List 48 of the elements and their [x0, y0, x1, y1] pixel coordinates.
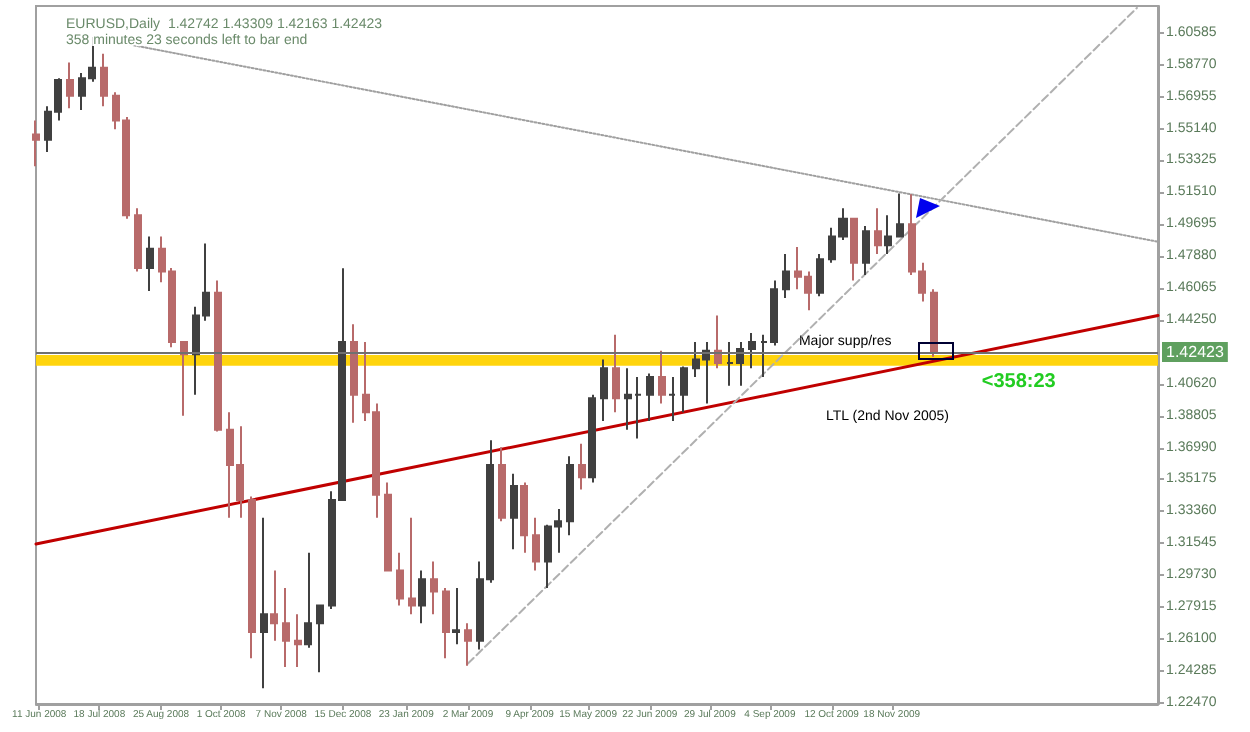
candlestick — [316, 604, 324, 674]
candlestick — [180, 340, 188, 417]
candlestick — [600, 358, 608, 422]
candlestick — [714, 314, 722, 370]
candlestick — [896, 192, 904, 238]
candlestick — [442, 586, 450, 660]
candlestick — [66, 61, 74, 110]
candlestick — [270, 569, 278, 642]
candlestick — [884, 214, 892, 256]
candlestick — [578, 442, 586, 491]
candlestick — [520, 481, 528, 554]
candlestick — [464, 622, 472, 667]
candlestick — [498, 446, 506, 523]
candlestick — [646, 372, 654, 422]
candlestick — [510, 472, 518, 551]
candlestick — [294, 613, 302, 669]
candlestick — [588, 393, 596, 484]
annotation: <358:23 — [981, 371, 1057, 394]
candlestick — [850, 217, 858, 282]
candlestick — [668, 376, 676, 422]
candlestick — [532, 516, 540, 572]
candlestick — [680, 365, 688, 414]
candlestick — [396, 551, 404, 607]
candlestick — [214, 279, 222, 433]
candlestick — [452, 586, 460, 646]
candlestick — [658, 349, 666, 405]
candlestick — [248, 495, 256, 660]
candlestick — [384, 481, 392, 572]
candlestick — [260, 516, 268, 690]
candlestick — [32, 119, 40, 168]
candlestick — [350, 323, 358, 424]
candlestick — [782, 253, 790, 299]
candlestick — [566, 455, 574, 537]
ref-line-label: 1.42423 — [1166, 343, 1225, 362]
candlestick — [930, 288, 938, 358]
candlestick — [816, 253, 824, 298]
candlestick — [612, 333, 620, 414]
candlestick — [430, 560, 438, 616]
candlestick — [408, 516, 416, 616]
candlestick — [146, 235, 154, 292]
candlestick — [418, 569, 426, 625]
candlestick — [100, 52, 108, 108]
candlestick — [874, 207, 882, 256]
candlestick — [134, 207, 142, 273]
candlestick — [304, 551, 312, 649]
candlestick — [862, 224, 870, 277]
candlestick — [282, 586, 290, 669]
candlestick — [748, 332, 756, 370]
